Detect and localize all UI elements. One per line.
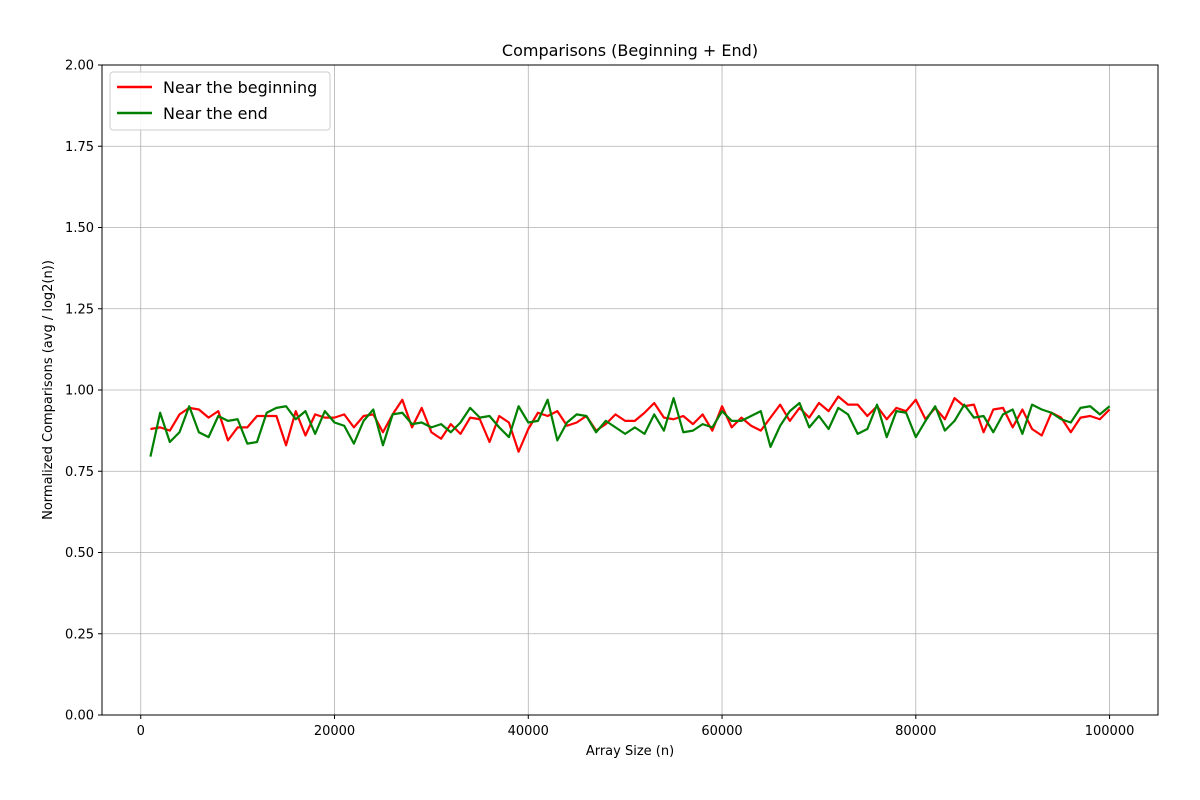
y-tick-label: 0.25 — [65, 627, 94, 642]
series-lines — [149, 395, 1111, 457]
x-axis-label: Array Size (n) — [586, 744, 674, 759]
y-tick-label: 0.75 — [65, 465, 94, 480]
series-line-near-end — [149, 397, 1111, 457]
y-tick-label: 0.50 — [65, 546, 94, 561]
y-axis-label: Normalized Comparisons (avg / log2(n)) — [41, 260, 56, 520]
y-tick-label: 1.50 — [65, 221, 94, 236]
chart-title: Comparisons (Beginning + End) — [502, 41, 758, 60]
x-tick-label: 60000 — [701, 724, 742, 739]
x-tick-label: 100000 — [1085, 724, 1135, 739]
x-tick-label: 20000 — [314, 724, 355, 739]
axis-ticks: 0 20000 40000 60000 80000 100000 0.00 0.25 0.50 0… — [65, 59, 1134, 740]
x-tick-label: 40000 — [508, 724, 549, 739]
y-tick-label: 2.00 — [65, 59, 94, 74]
legend: Near the beginning Near the end — [109, 71, 331, 131]
legend-box — [109, 71, 331, 131]
y-tick-label: 1.00 — [65, 384, 94, 399]
x-tick-label: 80000 — [895, 724, 936, 739]
y-tick-label: 1.75 — [65, 140, 94, 155]
x-tick-label: 0 — [137, 724, 145, 739]
legend-label: Near the end — [163, 104, 268, 123]
legend-label: Near the beginning — [163, 78, 317, 97]
y-tick-label: 1.25 — [65, 302, 94, 317]
y-tick-label: 0.00 — [65, 709, 94, 724]
